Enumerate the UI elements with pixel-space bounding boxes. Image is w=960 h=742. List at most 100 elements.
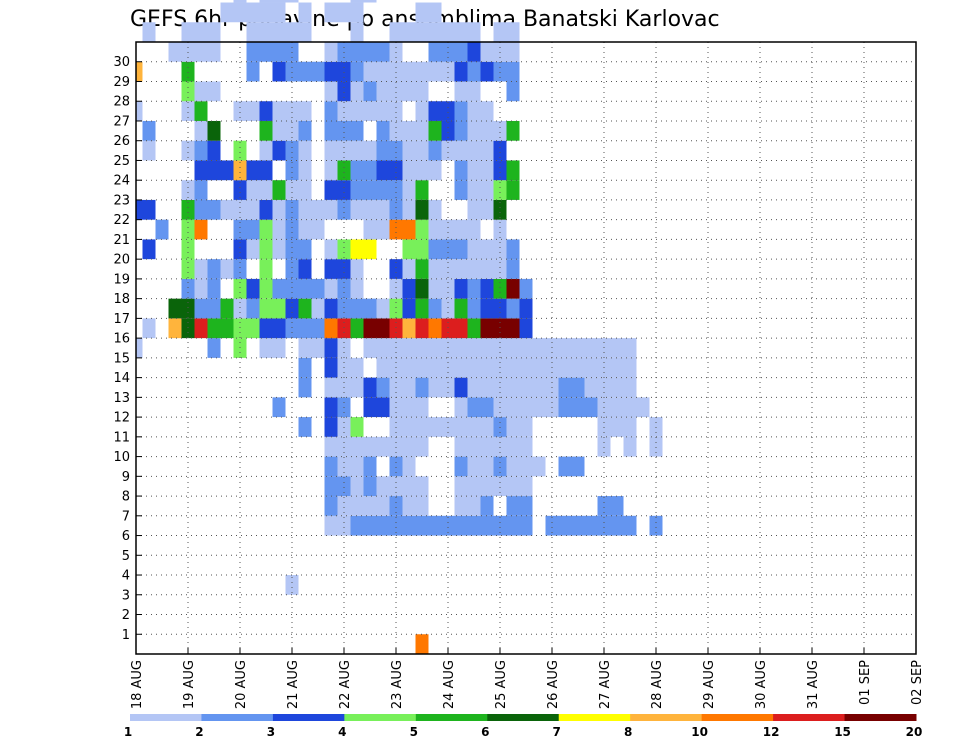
heatmap-cell [506,436,520,457]
heatmap-cell [181,219,195,240]
heatmap-cell [532,377,546,398]
heatmap-cell [454,259,468,279]
heatmap-cell [415,496,429,516]
heatmap-cell [259,239,273,260]
heatmap-cell [454,101,468,121]
heatmap-cell [207,259,221,279]
heatmap-cell [454,496,468,516]
colorbar-label: 2 [195,725,203,739]
heatmap-cell [233,318,247,339]
heatmap-cell [493,298,507,319]
heatmap-cell [324,397,338,418]
x-tick-label: 25 AUG [494,660,509,709]
heatmap-cell [415,199,429,220]
heatmap-cell [181,22,195,42]
heatmap-cell [259,2,273,23]
heatmap-cell [428,239,442,260]
heatmap-cell [415,22,429,42]
heatmap-cell [480,120,494,141]
heatmap-cell [272,0,286,3]
y-tick-label: 4 [122,569,130,584]
heatmap-cell [298,180,312,200]
heatmap-cell [376,160,390,181]
heatmap-cell [136,199,143,220]
heatmap-cell [467,140,481,161]
heatmap-cell [350,199,364,220]
heatmap-cell [207,42,221,62]
heatmap-cell [558,397,572,418]
heatmap-cell [428,357,442,378]
y-tick-label: 7 [122,509,130,524]
colorbar-label: 4 [338,725,346,739]
heatmap-cell [389,42,403,62]
y-tick-label: 22 [113,213,130,228]
heatmap-cell [298,219,312,240]
heatmap-cell [402,259,416,279]
heatmap-cell [532,397,546,418]
heatmap-cell [181,259,195,279]
heatmap-cell [467,199,481,220]
grid-lines [136,42,916,654]
y-tick-label: 9 [122,470,130,485]
heatmap-cell [506,160,520,181]
heatmap-cell [584,397,598,418]
heatmap-cell [415,436,429,457]
heatmap-cell [480,338,494,358]
heatmap-cell [454,239,468,260]
heatmap-cell [350,318,364,339]
heatmap-cell [480,417,494,437]
heatmap-cell [194,140,208,161]
heatmap-cell [519,456,533,477]
heatmap-cell [142,318,156,339]
heatmap-cell [467,278,481,299]
heatmap-cell [467,456,481,477]
heatmap-cell [181,61,195,82]
heatmap-cell [389,81,403,102]
heatmap-cell [441,515,455,536]
heatmap-cell [259,140,273,161]
heatmap-cell [246,298,260,319]
heatmap-cell [350,476,364,497]
heatmap-cell [428,377,442,398]
heatmap-cell [389,476,403,497]
heatmap-cell [493,436,507,457]
heatmap-cell [389,259,403,279]
heatmap-cell [207,160,221,181]
heatmap-cell [402,357,416,378]
heatmap-cell [428,101,442,121]
heatmap-cell [467,357,481,378]
heatmap-cell [311,278,325,299]
y-tick-label: 27 [113,114,130,129]
heatmap-cell [402,219,416,240]
heatmap-cell [337,456,351,477]
heatmap-cell [181,180,195,200]
x-tick-label: 01 SEP [858,660,873,705]
heatmap-cell [233,2,247,23]
heatmap-cell [415,120,429,141]
heatmap-cell [259,278,273,299]
heatmap-cell [259,338,273,358]
heatmap-cell [350,2,364,23]
heatmap-cell [298,377,312,398]
y-tick-label: 25 [113,154,130,169]
heatmap-cell [285,140,299,161]
heatmap-cell [181,81,195,102]
y-tick-label: 10 [113,450,130,465]
heatmap-cell [337,515,351,536]
heatmap-cell [467,298,481,319]
heatmap-cell [350,298,364,319]
heatmap-cell [493,515,507,536]
heatmap-cell [272,61,286,82]
heatmap-cell [285,199,299,220]
heatmap-cell [337,199,351,220]
heatmap-cell [506,476,520,497]
heatmap-cell [480,476,494,497]
heatmap-cell [428,259,442,279]
heatmap-cell [298,120,312,141]
heatmap-cell [532,456,546,477]
heatmap-cell [454,417,468,437]
heatmap-cell [480,515,494,536]
colorbar-label: 10 [691,725,708,739]
heatmap-cell [350,259,364,279]
